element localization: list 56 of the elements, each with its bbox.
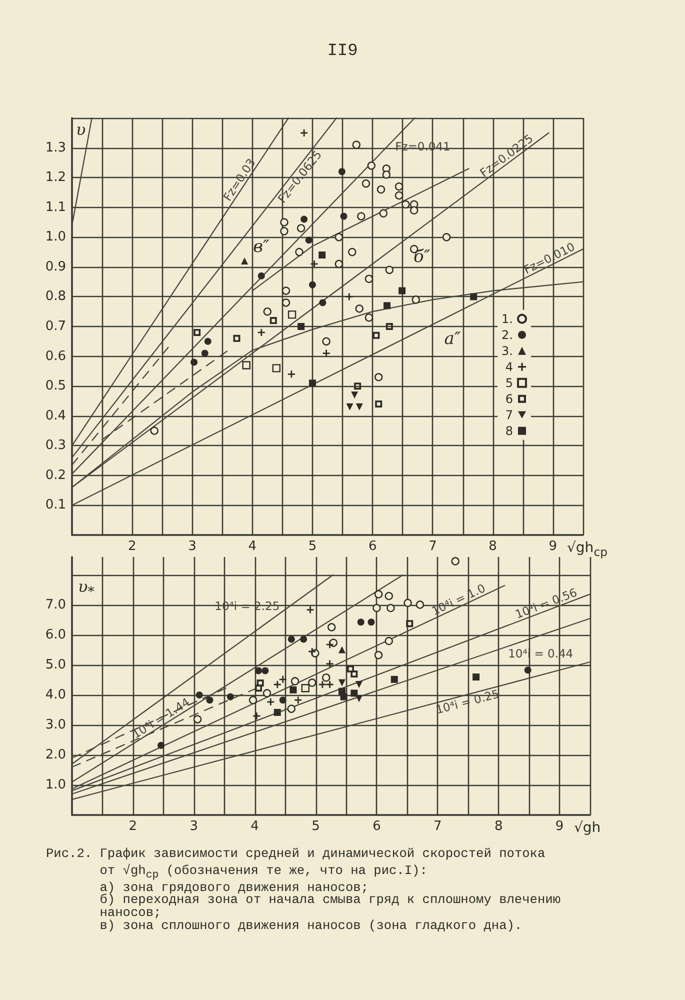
y-tick-label: 0.8 xyxy=(45,289,66,304)
annotation: б″ xyxy=(414,247,430,268)
text: 10⁴i = 0.25 xyxy=(434,686,501,717)
legend-label: 6 xyxy=(505,392,513,406)
text: Рис.2. График зависимости средней и динамической скоростей потока от √gh$_{ср}$ (обозначения те же, что на рис.I): а) зона грядового движения наносов; б) переходная зона от начала смыва гряд к сплошному влечению наносов; в) зона сплошного движения наносов (зона гладкого дна). xyxy=(46,846,562,933)
y-tick-label: 0.9 xyxy=(45,259,66,274)
y-tick-label: 1.1 xyxy=(45,200,66,215)
x-tick-label: 9 xyxy=(555,819,564,834)
y-tick-label: 1.3 xyxy=(45,140,66,156)
y-tick-label: 2.0 xyxy=(45,748,66,762)
y-tick-label: 3.0 xyxy=(45,718,66,732)
annotation: в″ xyxy=(253,236,270,257)
x-tick-label: 2 xyxy=(128,819,138,834)
x-tick-label: 3 xyxy=(188,539,196,554)
x-tick-label: 6 xyxy=(368,539,377,554)
y-tick-label: 0.3 xyxy=(45,438,66,454)
legend-label: 5 xyxy=(505,376,513,390)
y-tick-label: 0.4 xyxy=(45,408,66,424)
y-tick-label: 5.0 xyxy=(45,658,66,672)
x-axis-title: √gh xyxy=(574,820,601,836)
x-tick-label: 4 xyxy=(248,539,256,554)
x-tick-label: 7 xyxy=(428,539,437,554)
y-tick-label: 0.2 xyxy=(45,468,66,483)
y-tick-label: 7.0 xyxy=(45,598,66,612)
legend-label: 4 xyxy=(505,360,513,374)
x-axis-title: √gh$_{ср}$ xyxy=(567,540,608,559)
y-tick-label: 0.1 xyxy=(45,498,66,513)
text: 10⁴i = 1.0 xyxy=(429,580,488,618)
x-tick-label: 8 xyxy=(494,819,503,834)
y-tick-label: 0.7 xyxy=(45,319,66,334)
y-tick-label: 1.2 xyxy=(45,170,66,186)
y-axis-title: υ$_{*}$ xyxy=(78,577,94,600)
legend-label: 7 xyxy=(505,408,513,422)
x-tick-label: 8 xyxy=(488,539,497,554)
x-tick-label: 3 xyxy=(190,819,198,834)
legend-label: 1. xyxy=(502,312,513,326)
legend-label: 8 xyxy=(505,424,513,438)
y-tick-label: 0.5 xyxy=(45,378,66,394)
y-tick-label: 1.0 xyxy=(45,230,66,245)
text: II9 xyxy=(326,42,359,61)
y-axis-title: υ xyxy=(76,120,86,139)
legend-label: 2. xyxy=(502,328,513,342)
y-tick-label: 4.0 xyxy=(45,688,66,702)
y-tick-label: 1.0 xyxy=(45,778,66,792)
x-tick-label: 6 xyxy=(372,819,381,834)
y-tick-label: 0.6 xyxy=(45,348,66,364)
x-tick-label: 2 xyxy=(128,539,136,554)
x-tick-label: 4 xyxy=(250,819,259,834)
legend-label: 3. xyxy=(502,344,513,358)
text: 10⁴i = 0.56 xyxy=(513,585,579,622)
x-tick-label: 9 xyxy=(548,539,558,554)
y-tick-label: 6.0 xyxy=(45,628,66,642)
annotation: а″ xyxy=(444,328,461,348)
x-tick-label: 5 xyxy=(312,819,320,834)
x-tick-label: 5 xyxy=(308,539,317,554)
x-tick-label: 7 xyxy=(434,819,442,834)
